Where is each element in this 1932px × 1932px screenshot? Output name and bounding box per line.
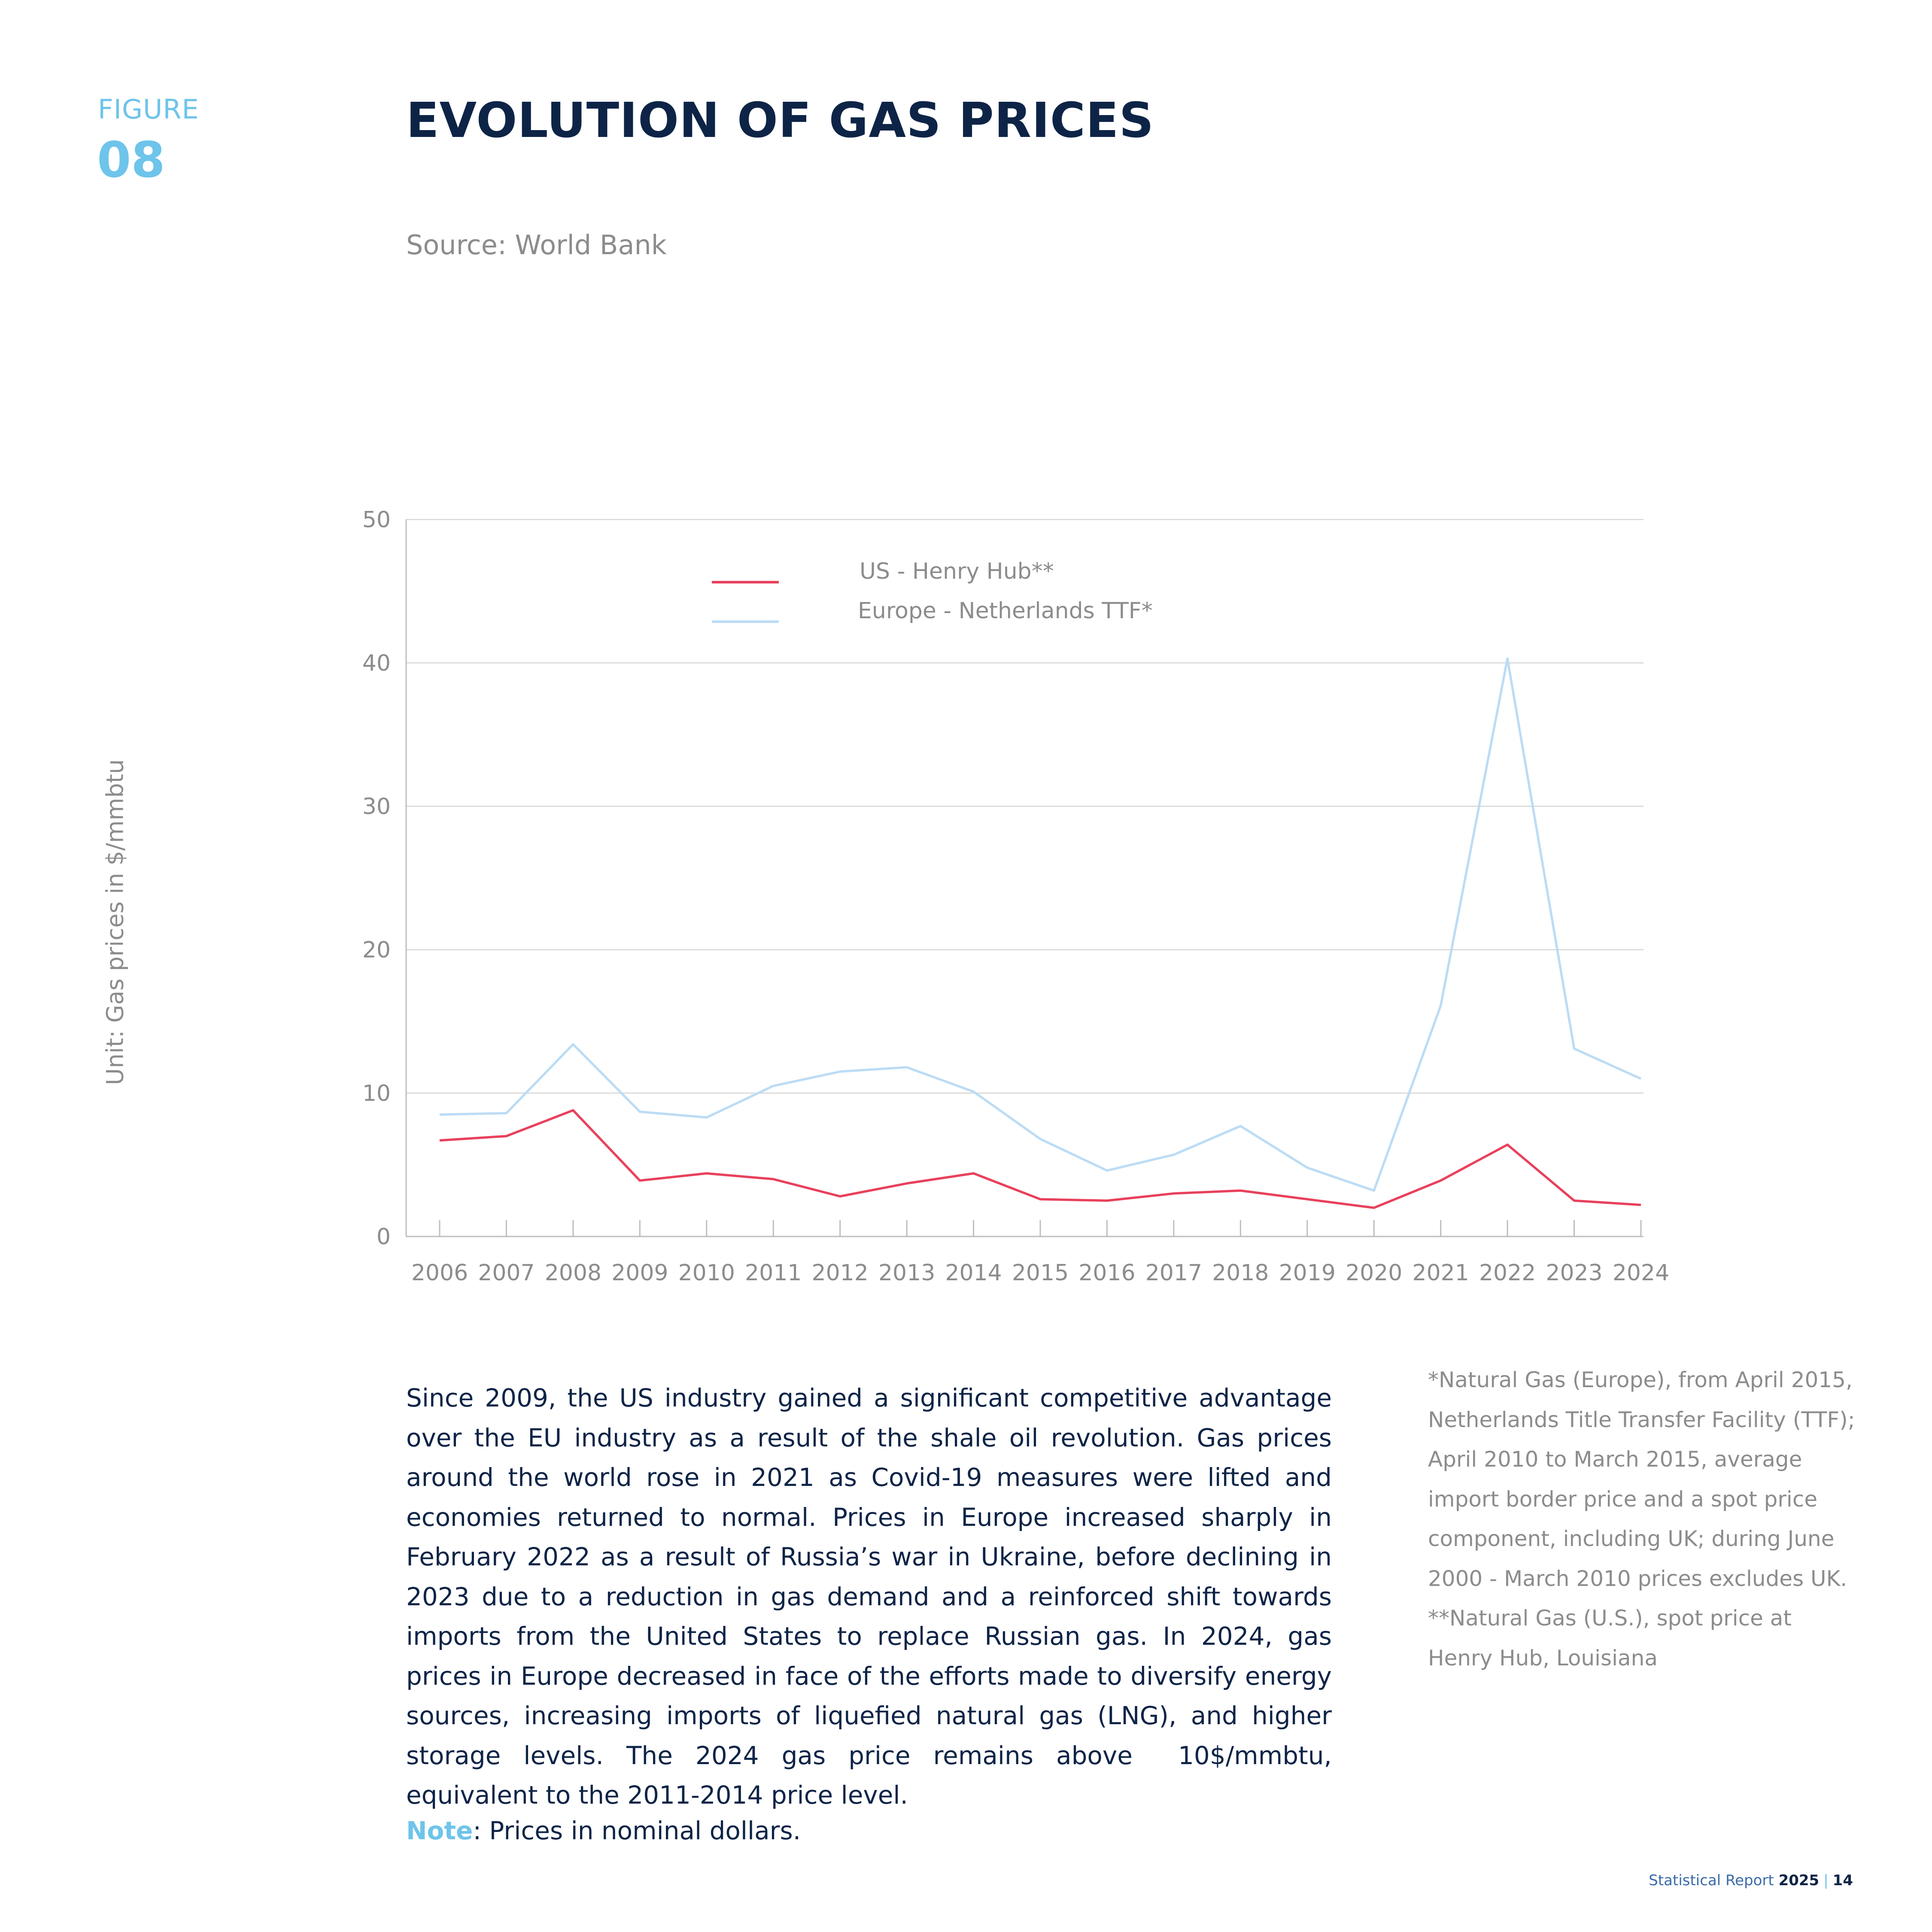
chart-grid [406, 519, 1643, 1094]
x-tick-label: 2008 [545, 1260, 601, 1286]
note-text: : Prices in nominal dollars. [473, 1816, 801, 1845]
note-label: Note [406, 1816, 473, 1845]
x-tick-label: 2015 [1012, 1260, 1069, 1286]
y-tick-label: 0 [377, 1224, 391, 1250]
footer-separator: | [1823, 1872, 1829, 1889]
y-tick-label: 10 [362, 1081, 391, 1106]
legend-label: US - Henry Hub** [860, 559, 1054, 584]
legend-label: Europe - Netherlands TTF* [858, 598, 1153, 624]
figure-number: 08 [97, 131, 165, 188]
gas-price-chart: 0 10 20 30 40 50 2006 2007 2008 2009 2010 2011 2012… [362, 507, 1669, 1286]
footnote-us: **Natural Gas (U.S.), spot price at Henr… [1428, 1606, 1792, 1671]
figure-label: FIGURE [98, 94, 199, 125]
y-tick-label: 40 [362, 650, 391, 676]
page-title: EVOLUTION OF GAS PRICES [406, 93, 1154, 149]
x-tick-label: 2009 [611, 1260, 668, 1286]
x-tick-label: 2019 [1279, 1260, 1336, 1286]
series-line-us-henry-hub [439, 1109, 1641, 1209]
x-tick-label: 2020 [1346, 1260, 1402, 1286]
x-tick-label: 2021 [1412, 1260, 1469, 1286]
y-tick-label: 50 [362, 507, 391, 533]
x-tick-label: 2024 [1613, 1260, 1669, 1286]
chart-series [439, 657, 1642, 1209]
x-tick-label: 2016 [1078, 1260, 1135, 1286]
chart-source: Source: World Bank [406, 229, 667, 261]
x-tick-label: 2011 [745, 1260, 802, 1286]
x-tick-label: 2007 [478, 1260, 535, 1286]
x-tick-label: 2006 [411, 1260, 468, 1286]
chart-legend: US - Henry Hub** Europe - Netherlands TTF… [712, 559, 1153, 624]
y-tick-label: 20 [362, 937, 391, 963]
x-axis-ticks: 2006 2007 2008 2009 2010 2011 2012 2013 2014 2015… [411, 1220, 1669, 1286]
x-tick-label: 2012 [811, 1260, 868, 1286]
x-tick-label: 2013 [878, 1260, 935, 1286]
footnote-europe: *Natural Gas (Europe), from April 2015, … [1428, 1367, 1855, 1591]
footer-report-name: Statistical Report [1649, 1872, 1774, 1889]
y-tick-label: 30 [362, 794, 391, 820]
page-footer: Statistical Report 2025 | 14 [1649, 1872, 1853, 1889]
note: Note: Prices in nominal dollars. [406, 1816, 801, 1845]
x-tick-label: 2018 [1212, 1260, 1269, 1286]
footer-year: 2025 [1778, 1872, 1820, 1889]
x-tick-label: 2014 [945, 1260, 1002, 1286]
x-tick-label: 2023 [1546, 1260, 1602, 1286]
y-axis-ticks: 0 10 20 30 40 50 [362, 507, 391, 1250]
chart-axes [405, 519, 1643, 1237]
x-tick-label: 2017 [1145, 1260, 1202, 1286]
body-paragraph: Since 2009, the US industry gained a sig… [406, 1383, 1340, 1810]
x-tick-label: 2022 [1479, 1260, 1536, 1286]
series-line-europe-netherlands-ttf [439, 657, 1642, 1192]
footnotes: *Natural Gas (Europe), from April 2015, … [1428, 1360, 1862, 1678]
page-number: 14 [1832, 1872, 1853, 1889]
x-tick-label: 2010 [678, 1260, 735, 1286]
